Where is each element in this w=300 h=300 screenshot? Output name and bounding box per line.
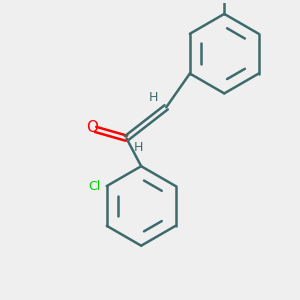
Text: H: H — [149, 92, 158, 104]
Text: Cl: Cl — [88, 180, 100, 193]
Text: H: H — [134, 141, 143, 154]
Text: O: O — [86, 120, 98, 135]
